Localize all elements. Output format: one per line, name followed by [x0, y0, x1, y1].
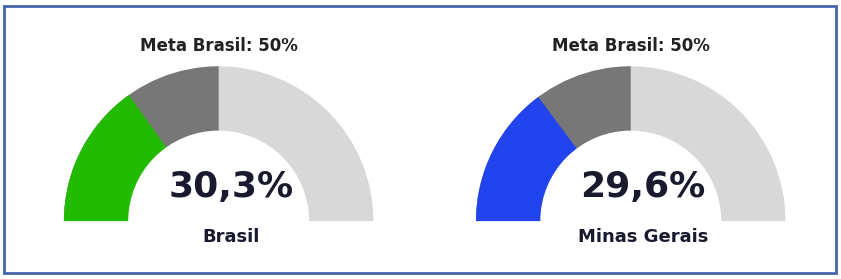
Wedge shape — [64, 95, 167, 221]
Circle shape — [129, 131, 309, 279]
Text: 29,6%: 29,6% — [580, 170, 706, 204]
Text: Brasil: Brasil — [203, 228, 260, 246]
Text: Minas Gerais: Minas Gerais — [578, 228, 708, 246]
Text: Meta Brasil: 50%: Meta Brasil: 50% — [552, 37, 710, 55]
Text: Meta Brasil: 50%: Meta Brasil: 50% — [140, 37, 298, 55]
Text: 30,3%: 30,3% — [168, 170, 294, 204]
Wedge shape — [476, 66, 785, 221]
Wedge shape — [64, 66, 373, 221]
Wedge shape — [64, 66, 219, 221]
Circle shape — [541, 131, 721, 279]
Wedge shape — [476, 66, 631, 221]
Wedge shape — [476, 97, 577, 221]
